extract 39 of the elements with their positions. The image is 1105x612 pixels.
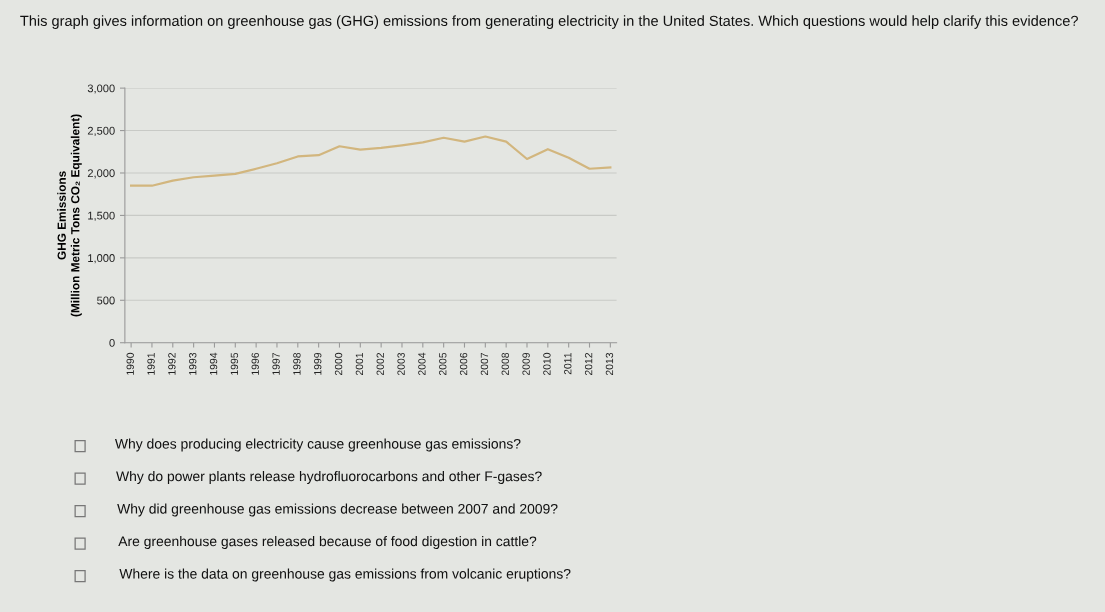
x-tick-label: 1999 xyxy=(314,352,322,375)
text: Why does producing electricity cause greenhouse gas emissions? xyxy=(114,438,521,452)
x-tick-label: 2009 xyxy=(522,352,530,376)
x-tick-label: 2006 xyxy=(459,352,468,376)
text: Are greenhouse gases released because of food digestion in cattle? xyxy=(118,536,537,549)
x-tick-label: 2004 xyxy=(418,352,426,376)
x-tick-label: 1991 xyxy=(147,352,155,375)
x-tick-label: 2008 xyxy=(501,352,509,376)
x-tick-label: 1996 xyxy=(251,352,259,375)
y-tick-label: 2,500 xyxy=(87,126,115,137)
y-axis-title: GHG Emissions (Million Metric Tons CO₂ Equivalent) xyxy=(57,114,82,317)
x-tick-label: 2007 xyxy=(480,352,489,376)
x-tick-label: 1998 xyxy=(293,352,301,375)
x-tick-label: 2005 xyxy=(439,352,447,376)
x-tick-label: 1993 xyxy=(189,352,197,375)
y-tick-label: 2,000 xyxy=(87,169,115,179)
y-tick-label: 1,000 xyxy=(88,254,115,264)
x-tick-label: 2010 xyxy=(543,352,551,376)
x-tick-label: 2001 xyxy=(355,352,364,376)
text: Why do power plants release hydrofluorocarbons and other F-gases? xyxy=(116,471,542,484)
x-tick-label: 1992 xyxy=(168,352,176,375)
text: Where is the data on greenhouse gas emissions from volcanic eruptions? xyxy=(119,568,571,582)
y-tick-label: 3,000 xyxy=(87,84,115,94)
x-tick-label: 1994 xyxy=(209,352,218,375)
x-tick-label: 2012 xyxy=(584,352,593,376)
x-tick-label: 1997 xyxy=(272,352,280,375)
x-tick-label: 1995 xyxy=(230,352,239,375)
line-series xyxy=(130,135,612,187)
y-tick-label: 1,500 xyxy=(88,211,115,221)
y-tick-label: 0 xyxy=(109,338,115,347)
y-tick-label: 500 xyxy=(97,296,115,305)
x-tick-label: 2002 xyxy=(376,352,384,376)
text: Why did greenhouse gas emissions decrease between 2007 and 2009? xyxy=(117,503,558,517)
x-tick-label: 2000 xyxy=(334,352,343,376)
x-tick-label: 2013 xyxy=(605,352,614,376)
chart-title: This graph gives information on greenhouse gas (GHG) emissions from generating electricity in the United States. Which questions would help clarify this evidence? xyxy=(20,15,1078,29)
x-tick-label: 2011 xyxy=(564,352,572,375)
x-tick-label: 2003 xyxy=(397,352,405,376)
x-tick-label: 1990 xyxy=(126,352,134,375)
